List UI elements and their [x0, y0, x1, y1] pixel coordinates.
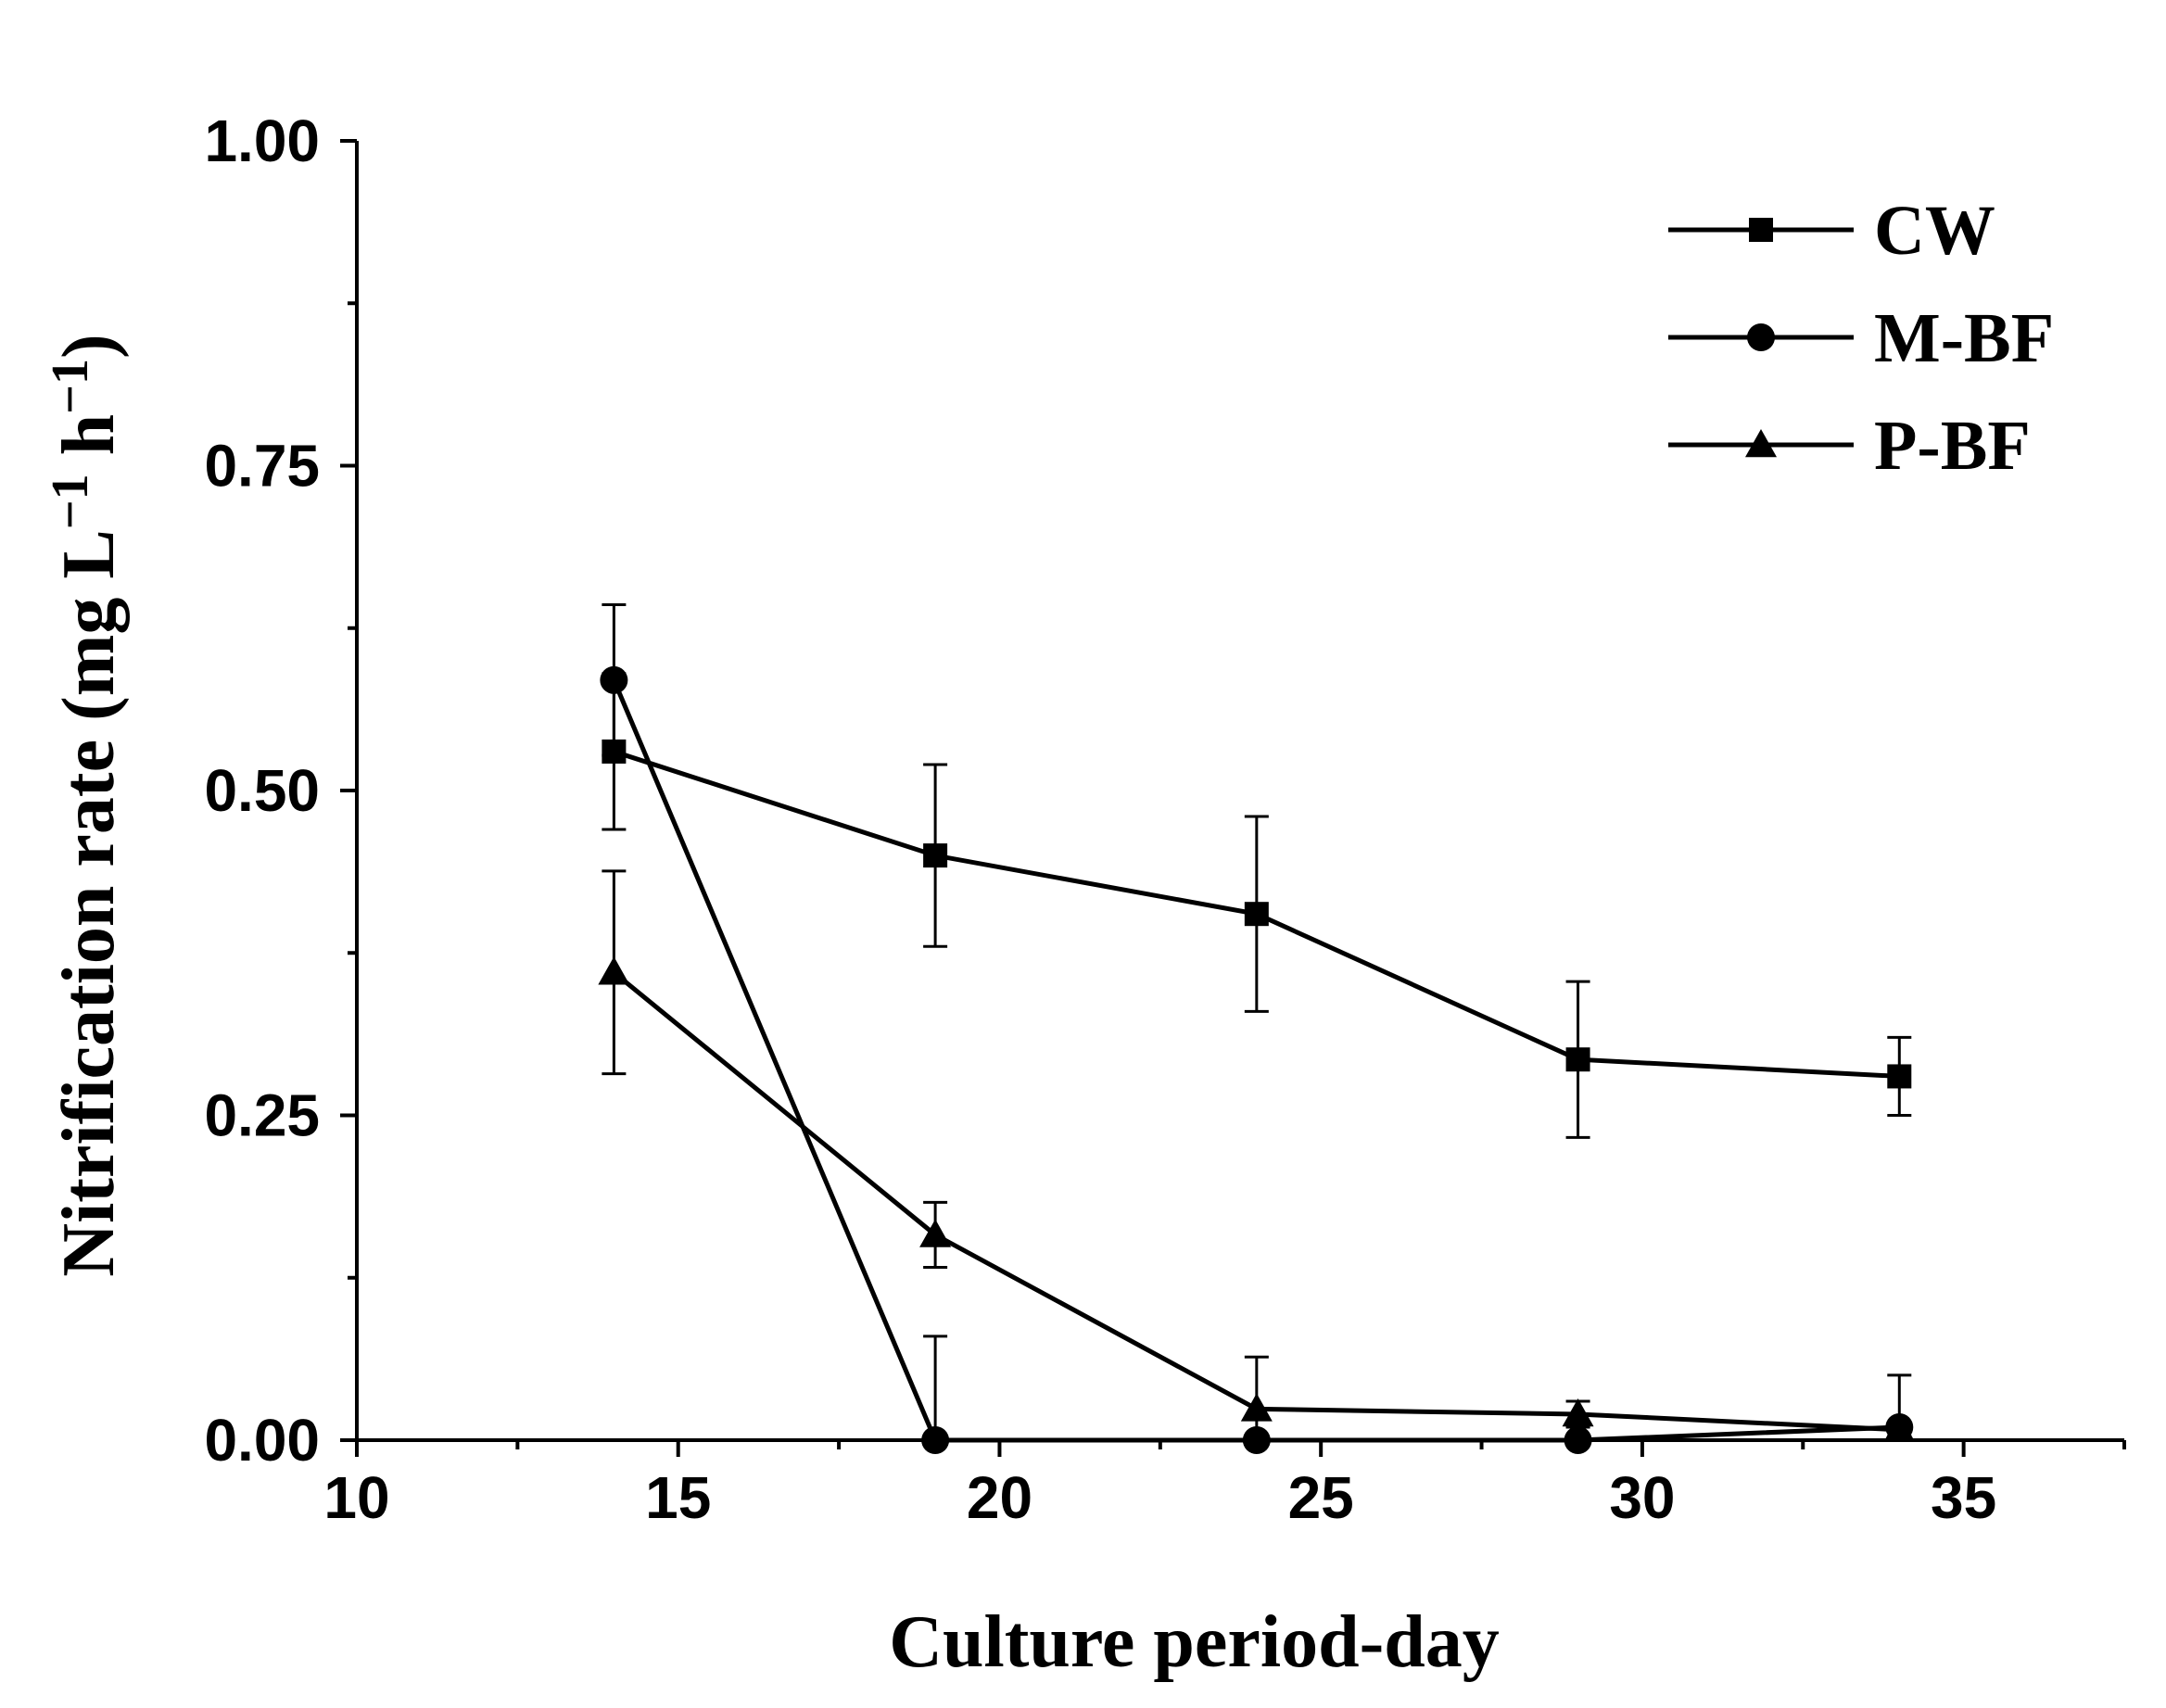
data-point: [600, 665, 628, 694]
series-p-bf: [598, 869, 1916, 1443]
legend-marker: [1749, 218, 1773, 242]
y-tick-label: 0.25: [204, 1082, 320, 1149]
x-tick-label: 20: [967, 1464, 1032, 1531]
legend-label: P-BF: [1874, 407, 2031, 485]
data-point: [1565, 1047, 1590, 1072]
y-axis-title-main: Nitrification rate (mg L: [48, 529, 130, 1276]
data-point: [919, 1219, 952, 1247]
data-point: [923, 843, 948, 868]
data-point: [1883, 1413, 1916, 1443]
legend-item-p-bf: P-BF: [1668, 407, 2031, 485]
x-ticks: 10 15 20 25 30 35: [323, 1440, 2126, 1531]
y-tick-label: 1.00: [204, 108, 320, 174]
legend: CW M-BF P-BF: [1668, 192, 2054, 485]
x-tick-label: 10: [323, 1464, 389, 1531]
y-axis-title-sup1: −1: [42, 474, 99, 529]
y-axis-title-sup2: −1: [42, 359, 99, 414]
data-point: [1562, 1398, 1594, 1427]
y-axis-title-mid: h: [48, 414, 130, 474]
legend-marker: [1747, 323, 1775, 351]
x-tick-label: 15: [645, 1464, 711, 1531]
data-point: [1240, 1393, 1273, 1422]
data-point: [1244, 902, 1269, 927]
data-point: [1887, 1064, 1912, 1089]
y-tick-label: 0.00: [204, 1407, 320, 1474]
y-axis-title-end: ): [48, 334, 130, 359]
legend-item-m-bf: M-BF: [1668, 299, 2054, 377]
x-tick-label: 35: [1931, 1464, 1996, 1531]
y-tick-label: 0.75: [204, 433, 320, 500]
data-point: [1564, 1426, 1592, 1454]
legend-marker: [1745, 429, 1777, 458]
legend-label: CW: [1874, 192, 1995, 270]
x-tick-label: 25: [1288, 1464, 1354, 1531]
legend-item-cw: CW: [1668, 192, 1995, 270]
y-ticks: 0.00 0.25 0.50 0.75 1.00: [204, 108, 357, 1474]
y-axis-title: Nitrification rate (mg L−1 h−1): [42, 334, 130, 1276]
plot-area: [598, 603, 1916, 1454]
x-axis-title: Culture period-day: [889, 1601, 1500, 1683]
data-point: [598, 956, 630, 985]
y-tick-label: 0.50: [204, 757, 320, 824]
x-tick-label: 30: [1609, 1464, 1675, 1531]
data-point: [921, 1426, 950, 1454]
legend-label: M-BF: [1874, 299, 2054, 377]
